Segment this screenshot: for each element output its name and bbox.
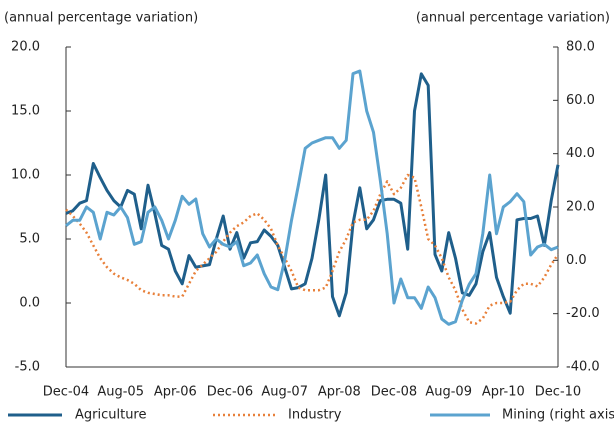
y2-tick-label: 0.0 [566,253,587,268]
y-axis-label: (annual percentage variation) [4,11,198,26]
x-tick-label: Apr-06 [154,385,197,400]
series-line [65,69,559,326]
y2-axis-label: (annual percentage variation) [416,11,610,26]
x-tick-label: Apr-08 [318,385,361,400]
legend-label: Mining (right axis) [502,408,614,423]
x-tick-label: Aug-09 [425,385,472,400]
y-tick-label: -5.0 [15,360,40,375]
y2-tick-label: -20.0 [566,306,600,321]
y2-tick-label: 40.0 [566,146,595,161]
y-tick-label: 5.0 [19,232,40,247]
y-tick-label: 20.0 [11,40,40,55]
y2-tick-label: 20.0 [566,200,595,215]
legend-label: Agriculture [75,408,147,423]
y2-tick-label: -40.0 [566,360,600,375]
x-tick-label: Apr-10 [482,385,525,400]
x-tick-label: Dec-08 [371,385,417,400]
x-tick-label: Aug-05 [97,385,144,400]
legend-label: Industry [288,408,342,423]
x-tick-label: Dec-06 [207,385,253,400]
y-tick-label: 10.0 [11,168,40,183]
x-tick-label: Aug-07 [261,385,308,400]
y-tick-label: 0.0 [19,296,40,311]
x-tick-label: Dec-10 [535,385,581,400]
series-line [65,72,560,318]
series-line [65,173,560,325]
y2-tick-label: 60.0 [566,93,595,108]
x-tick-label: Dec-04 [43,385,89,400]
y-tick-label: 15.0 [11,104,40,119]
y2-tick-label: 80.0 [566,40,595,55]
